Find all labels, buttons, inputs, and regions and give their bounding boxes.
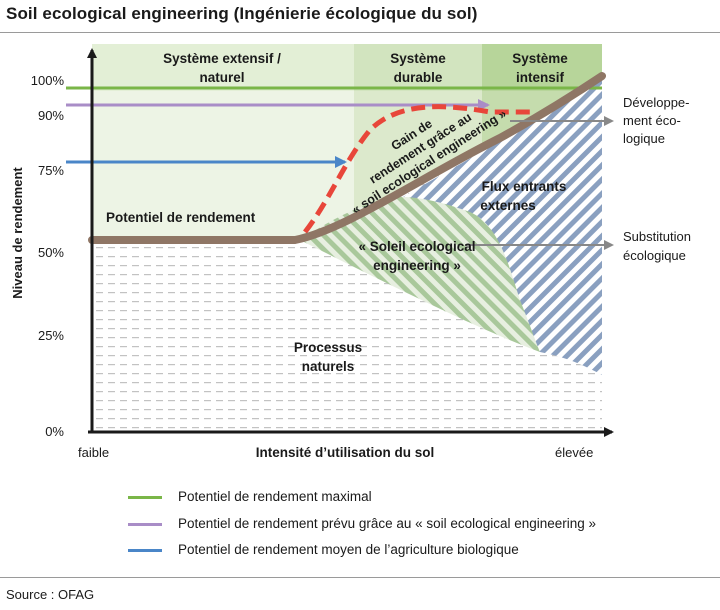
y-tick-label: 25% [38, 328, 64, 343]
legend-swatch-green [128, 496, 162, 499]
legend-swatch-blue [128, 549, 162, 552]
y-tick-label: 75% [38, 163, 64, 178]
gain-curve [303, 104, 530, 234]
substitution-label: Substitution [623, 229, 691, 244]
zone-extensive-label: naturel [199, 70, 244, 85]
external-inputs-label: Flux entrants [482, 179, 567, 194]
x-axis-label: Intensité d’utilisation du sol [256, 445, 435, 460]
eco-development-label: Développe- [623, 95, 690, 110]
legend-label: Potentiel de rendement moyen de l’agricu… [178, 542, 519, 557]
legend-label: Potentiel de rendement prévu grâce au « … [178, 516, 597, 531]
y-tick-label: 100% [31, 73, 65, 88]
zone-sustainable-header [354, 44, 482, 91]
external-inputs-label: externes [480, 198, 536, 213]
legend-label: Potentiel de rendement maximal [178, 489, 372, 504]
external-inputs-area [390, 80, 602, 375]
zone-extensive-label: Système extensif / [163, 51, 281, 66]
soil-engineering-diagram: 100% 90% 75% 50% 25% 0% Niveau de rendem… [10, 44, 691, 460]
divider [0, 32, 720, 33]
y-tick-label: 50% [38, 245, 64, 260]
soleil-label: engineering » [373, 258, 461, 273]
eco-development-label: ment éco- [623, 113, 681, 128]
legend-swatch-purple [128, 523, 162, 526]
y-tick-label: 90% [38, 108, 64, 123]
zone-sustainable-label: durable [394, 70, 443, 85]
yield-potential-label: Potentiel de rendement [106, 210, 256, 225]
natural-processes-label: naturels [302, 359, 355, 374]
zone-intensive-header [482, 44, 602, 91]
soleil-label: « Soleil ecological [358, 239, 475, 254]
y-tick-label: 0% [45, 424, 64, 439]
soleil-area [300, 196, 540, 352]
eco-development-label: logique [623, 131, 665, 146]
zone-intensive-label: intensif [516, 70, 565, 85]
zone-intensive-label: Système [512, 51, 568, 66]
yield-potential-curve [88, 72, 606, 244]
zone-sustainable-label: Système [390, 51, 446, 66]
page-title: Soil ecological engineering (Ingénierie … [6, 4, 478, 23]
x-axis-low-label: faible [78, 445, 109, 460]
source-note: Source : OFAG [6, 587, 95, 602]
x-axis-high-label: élevée [555, 445, 593, 460]
natural-processes-label: Processus [294, 340, 362, 355]
zone-extensive-header [92, 44, 354, 91]
y-axis-label: Niveau de rendement [10, 167, 25, 299]
substitution-label: écologique [623, 248, 686, 263]
divider [0, 577, 720, 578]
